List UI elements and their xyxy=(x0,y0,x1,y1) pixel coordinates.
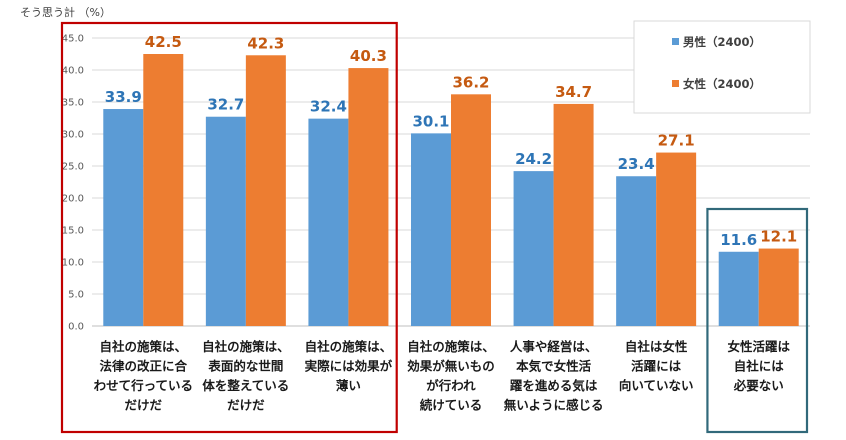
bar-female xyxy=(553,103,594,326)
category-label: 自社の施策は、実際には効果が薄い xyxy=(305,339,393,393)
data-labels: 33.9 32.7 32.4 30.1 24.2 23.4 11.6 42.5 42.3 40.3… xyxy=(105,33,797,249)
category-label: 自社は女性活躍には向いていない xyxy=(619,339,694,393)
y-tick-label: 40.0 xyxy=(62,66,84,77)
category-label: 人事や経営は、本気で女性活躍を進める気は無いように感じる xyxy=(504,339,604,413)
y-tick-label: 0.0 xyxy=(68,322,84,333)
bar-female xyxy=(143,54,184,326)
data-label-male: 23.4 xyxy=(618,155,655,173)
y-tick-label: 30.0 xyxy=(62,130,84,141)
category-label: 女性活躍は自社には必要ない xyxy=(727,339,790,393)
bar-female xyxy=(758,248,799,326)
bar-male xyxy=(103,109,144,326)
data-label-female: 27.1 xyxy=(658,132,695,150)
bar-male xyxy=(616,176,657,326)
y-tick-label: 15.0 xyxy=(62,226,84,237)
data-label-male: 11.6 xyxy=(720,231,757,249)
legend-box xyxy=(633,20,811,114)
category-label: 自社の施策は、表面的な世間体を整えているだけだ xyxy=(202,339,290,413)
data-label-female: 36.2 xyxy=(452,73,489,91)
data-label-male: 33.9 xyxy=(105,88,142,106)
bar-female xyxy=(348,68,389,326)
legend-label-male: 男性（2400） xyxy=(683,35,761,49)
bar-male xyxy=(411,133,451,326)
bar-male xyxy=(205,116,246,326)
y-tick-label: 5.0 xyxy=(68,290,84,301)
category-labels: 自社の施策は、法律の改正に合わせて行っているだけだ自社の施策は、表面的な世間体を… xyxy=(94,339,791,413)
bar-male xyxy=(718,251,759,326)
data-label-male: 24.2 xyxy=(515,150,552,168)
y-tick-label: 45.0 xyxy=(62,34,84,45)
category-label: 自社の施策は、法律の改正に合わせて行っているだけだ xyxy=(94,339,193,413)
data-label-female: 40.3 xyxy=(350,47,387,65)
bar-male xyxy=(513,171,554,326)
y-axis-unit-label: そう思う計 （%） xyxy=(20,5,111,19)
legend-swatch-female xyxy=(672,80,679,87)
data-label-female: 12.1 xyxy=(760,228,797,246)
y-tick-label: 20.0 xyxy=(62,194,84,205)
highlight-frame xyxy=(706,207,809,434)
legend-swatch-male xyxy=(672,38,679,45)
bars xyxy=(103,54,799,326)
category-label: 自社の施策は、効果が無いものが行われ続けている xyxy=(407,339,495,413)
bar-female xyxy=(656,152,697,326)
bar-female xyxy=(245,55,286,326)
data-label-male: 30.1 xyxy=(412,112,449,130)
legend: 男性（2400） 女性（2400） xyxy=(633,20,811,114)
highlight-frame xyxy=(60,21,398,434)
data-label-female: 42.5 xyxy=(145,33,182,51)
bar-female xyxy=(451,94,491,326)
legend-label-female: 女性（2400） xyxy=(683,77,761,91)
data-label-male: 32.7 xyxy=(207,96,244,114)
y-tick-label: 35.0 xyxy=(62,98,84,109)
data-label-female: 34.7 xyxy=(555,83,592,101)
y-tick-label: 25.0 xyxy=(62,162,84,173)
highlight-frames xyxy=(60,21,809,434)
y-axis-ticks: 0.0 5.0 10.0 15.0 20.0 25.0 30.0 35.0 40.0 45.0 xyxy=(62,34,84,333)
data-label-male: 32.4 xyxy=(310,98,347,116)
bar-male xyxy=(308,118,349,326)
data-label-female: 42.3 xyxy=(247,34,284,52)
y-tick-label: 10.0 xyxy=(62,258,84,269)
